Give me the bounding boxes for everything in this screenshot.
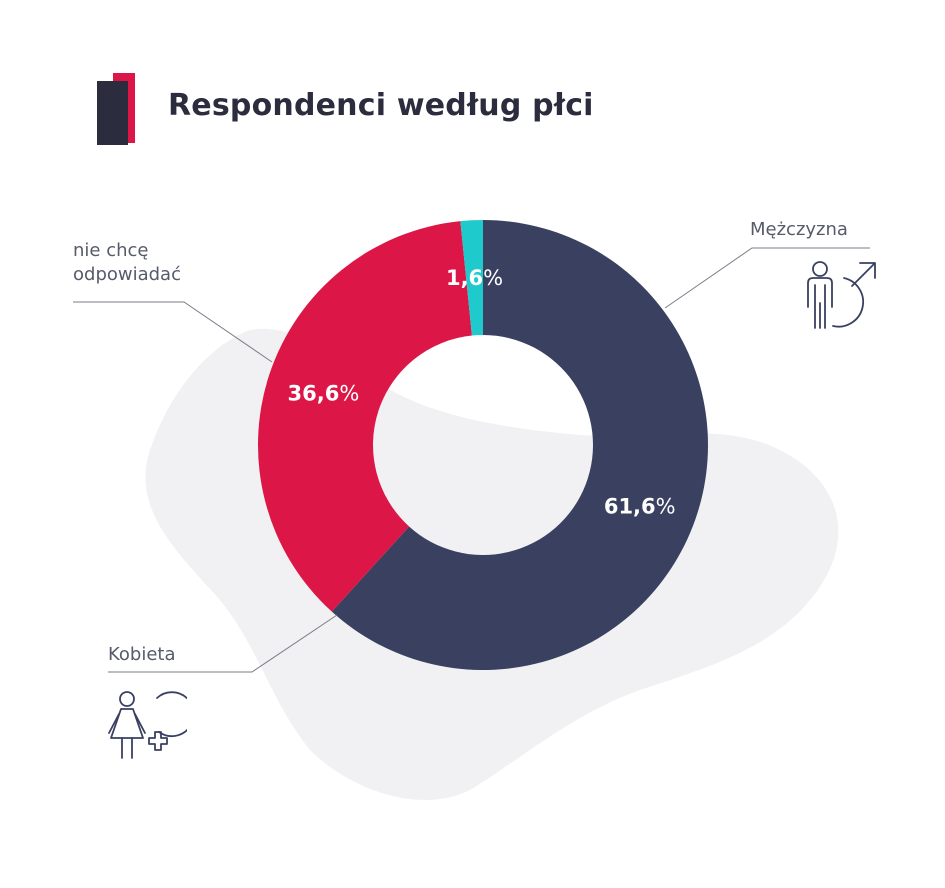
value-label-women: 36,6% [288, 381, 360, 405]
value-label-number: 36,6 [288, 381, 340, 405]
value-label-refuse: 1,6% [446, 266, 503, 290]
value-label-men: 61,6% [604, 494, 676, 518]
value-label-number: 61,6 [604, 494, 656, 518]
chart-title: Respondenci według płci [168, 88, 594, 123]
value-label-unit: % [656, 494, 676, 518]
slice-refuse [460, 220, 483, 336]
value-label-unit: % [339, 381, 359, 405]
value-label-number: 1,6 [446, 266, 483, 290]
brand-bar-mark-icon [97, 73, 135, 145]
label-refuse-line-1: nie chcę [73, 240, 149, 261]
leader-men [664, 247, 870, 309]
slice-women [257, 221, 472, 612]
label-women: Kobieta [108, 644, 176, 665]
leader-refuse [73, 301, 273, 363]
label-refuse: nie chcę odpowiadać [73, 239, 181, 287]
label-men: Mężczyzna [750, 219, 848, 240]
leader-women [108, 614, 338, 673]
man-with-male-symbol-icon [807, 261, 876, 329]
woman-with-female-symbol-icon [108, 691, 187, 759]
value-label-unit: % [483, 266, 503, 290]
slice-men [331, 220, 708, 670]
label-refuse-line-2: odpowiadać [73, 264, 181, 285]
